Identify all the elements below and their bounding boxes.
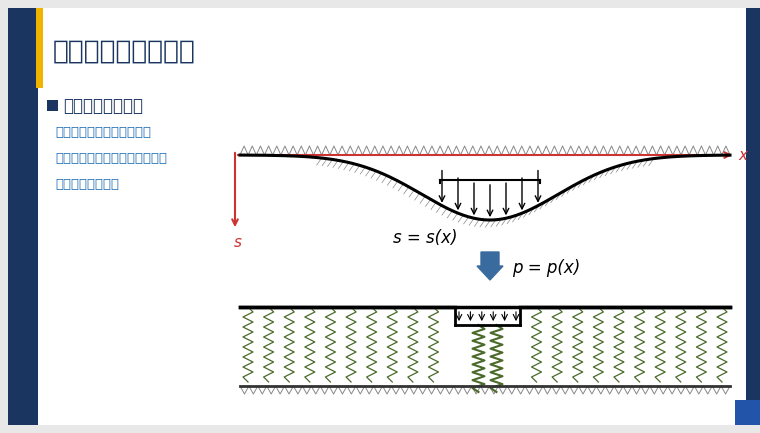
Bar (36, 8, 43, 88)
Text: 浅基础挠曲分析模型: 浅基础挠曲分析模型 (53, 39, 196, 65)
Text: 柔性地基挠曲变形: 柔性地基挠曲变形 (63, 97, 143, 115)
Text: 口基础结构以挠曲变形为主: 口基础结构以挠曲变形为主 (55, 126, 151, 139)
Bar (746, 8, 760, 425)
Bar (8, 8, 38, 425)
Bar (735, 400, 760, 425)
Text: x: x (738, 148, 747, 162)
Text: 口基础与下部土体始终保持接触: 口基础与下部土体始终保持接触 (55, 152, 167, 165)
Text: s: s (234, 235, 242, 250)
Text: p = p(x): p = p(x) (512, 259, 580, 277)
FancyArrow shape (477, 252, 503, 280)
Text: 口高度非线性变形: 口高度非线性变形 (55, 178, 119, 191)
Text: s = s(x): s = s(x) (393, 229, 458, 247)
Bar (47, 100, 58, 111)
